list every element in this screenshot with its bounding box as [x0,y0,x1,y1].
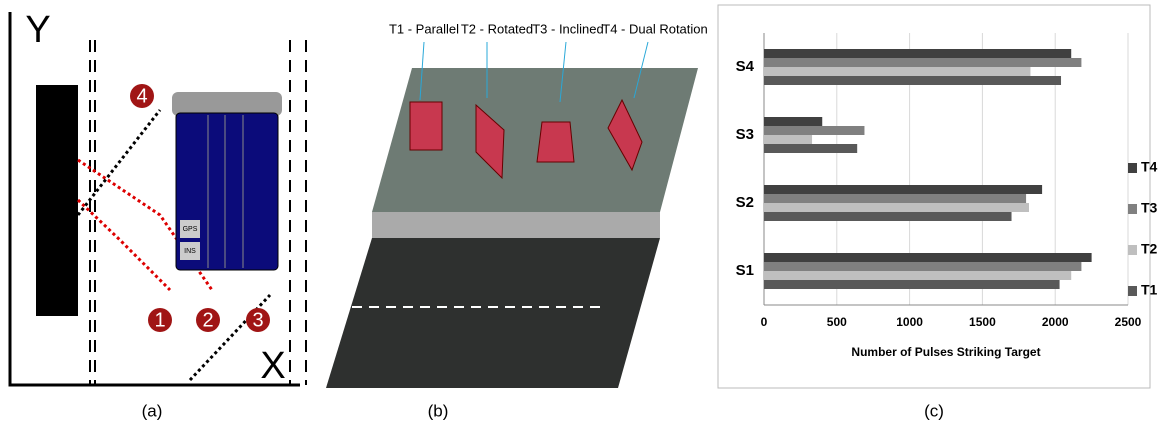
bar [764,117,822,126]
chart: 0 500 1000 1500 2000 2500 Number of Pulses Str… [736,33,1158,359]
x-tick-label: 1000 [896,315,923,329]
bar [764,126,864,135]
panel-b: T1 - Parallel T2 - Rotated T3 - Inclined… [326,21,708,388]
y-tick-label: S4 [736,58,755,75]
legend-swatch [1128,163,1137,173]
x-tick-label: 1500 [969,315,996,329]
bar [764,262,1081,271]
x-axis-title: Number of Pulses Striking Target [851,345,1040,359]
bar [764,212,1012,221]
bar [764,144,857,153]
panel-label: (b) [428,401,449,420]
target-label: T3 - Inclined [532,21,604,36]
marker-label: 3 [252,309,263,331]
marker-label: 1 [154,309,165,331]
bar [764,185,1042,194]
bar [764,58,1081,67]
x-tick-label: 0 [761,315,768,329]
x-tick-label: 2000 [1042,315,1069,329]
bar [764,253,1092,262]
marker-label: 2 [202,309,213,331]
target-label: T4 - Dual Rotation [602,21,708,36]
road [326,238,660,388]
legend-swatch [1128,204,1137,214]
panel-label: (c) [924,401,944,420]
figure: Y X GPS INS 1 2 3 4 [0,0,1162,428]
panel-label: (a) [142,401,163,420]
legend-swatch [1128,245,1137,255]
axis-x-label: X [260,345,285,387]
bar [764,194,1026,203]
legend-label: T1 [1141,282,1158,298]
device-label: INS [184,248,196,255]
bar [764,280,1060,289]
y-tick-label: S3 [736,126,754,143]
device-label: GPS [183,226,198,233]
bar [764,49,1071,58]
y-tick-label: S2 [736,194,754,211]
bar [764,135,812,144]
curb [372,212,660,238]
bar [764,203,1029,212]
bar [764,67,1030,76]
y-tick-label: S1 [736,262,754,279]
axis-y-label: Y [25,9,50,51]
target-label: T1 - Parallel [389,21,459,36]
bar [764,76,1061,85]
x-tick-label: 2500 [1115,315,1142,329]
bar [764,271,1071,280]
legend-swatch [1128,286,1137,296]
target-label: T2 - Rotated [461,21,533,36]
panel-a: Y X GPS INS 1 2 3 4 [10,9,306,387]
wall [36,85,78,316]
legend-label: T3 [1141,200,1158,216]
x-tick-label: 500 [827,315,847,329]
legend-label: T4 [1141,159,1158,175]
vehicle-roof [172,92,282,116]
legend-label: T2 [1141,241,1158,257]
marker-label: 4 [136,85,147,107]
